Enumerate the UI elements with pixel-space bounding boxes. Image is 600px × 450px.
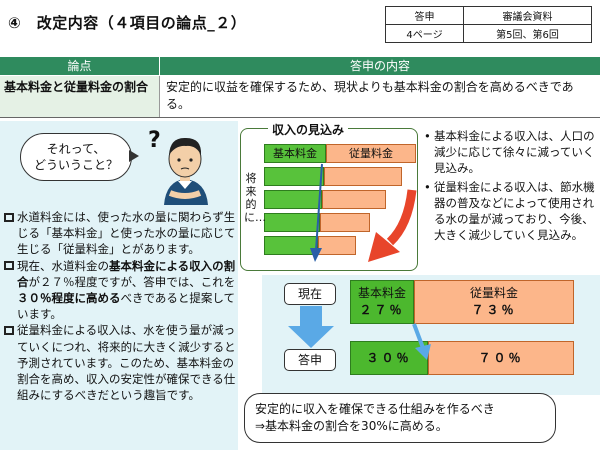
volume-fee-bar — [320, 213, 370, 232]
emphasis: 基本料金による収入の割合 — [17, 258, 236, 289]
volume-fee-bar — [322, 190, 386, 209]
proposal-basic-pct: ３０％ — [366, 351, 412, 365]
text-part: 現在、水道料金の — [17, 258, 109, 273]
bubble-tail — [129, 150, 139, 162]
explanation-panel: それって、 どういうこと？ ? 水道料金には、使った水の量に関わらず生じる「基本… — [0, 121, 238, 450]
speech-bubble: それって、 どういうこと？ — [20, 133, 132, 181]
current-volume-pct: ７３％ — [471, 303, 517, 317]
volume-fee-label: 従量料金 — [349, 147, 393, 160]
revenue-forecast-title: 収入の見込み — [268, 121, 349, 138]
proposal-basic-bar: ３０％ — [350, 341, 428, 375]
summary-line: 安定的に収入を確保できる仕組みを作るべき — [255, 402, 495, 416]
basic-fee-label: 基本料金 — [357, 286, 406, 300]
current-basic-bar: 基本料金 ２７％ — [350, 280, 414, 324]
content-cell: 安定的に収益を確保するため、現状よりも基本料金の割合を高めるべきである。 — [166, 80, 574, 111]
down-arrow-icon — [288, 306, 334, 348]
volume-fee-label: 従量料金 — [469, 286, 518, 300]
bullet-dot-icon: • — [424, 179, 431, 194]
ref-cell: 審議会資料 — [463, 6, 592, 25]
summary-box: 安定的に収入を確保できる仕組みを作るべき ⇒基本料金の割合を30%に高める。 — [244, 393, 556, 443]
basic-fee-bar — [264, 213, 320, 232]
shift-arrow-icon — [412, 323, 431, 360]
header-issue: 論点 — [0, 57, 160, 75]
bullet-text: 現在、水道料金の基本料金による収入の割合が２７％程度ですが、答申では、これを ３０… — [17, 258, 236, 323]
current-label: 現在 — [284, 283, 336, 305]
bullet-text: 従量料金による収入は、水を使う量が減っていくにつれ、将来的に大きく減少すると予測… — [17, 323, 236, 403]
checkbox-bullet-icon — [4, 325, 14, 335]
basic-fee-label: 基本料金 — [273, 147, 317, 160]
volume-fee-bar — [318, 236, 356, 255]
issue-table-header: 論点 答申の内容 — [0, 57, 600, 75]
basic-fee-bar — [264, 167, 324, 186]
header-content: 答申の内容 — [349, 59, 410, 73]
bubble-line: それって、 — [46, 142, 106, 156]
current-volume-bar: 従量料金 ７３％ — [414, 280, 574, 324]
issue-table-row: 基本料金と従量料金の割合 安定的に収益を確保するため、現状よりも基本料金の割合を… — [0, 76, 600, 118]
checkbox-bullet-icon — [4, 261, 14, 271]
list-item: • 従量料金による収入は、節水機器の普及などによって使用される水の量が減っており… — [424, 179, 600, 244]
list-item: 水道料金には、使った水の量に関わらず生じる「基本料金」と使った水の量に応じて生じ… — [4, 209, 236, 258]
basic-fee-bar: 基本料金 — [264, 144, 326, 163]
list-item: • 基本料金による収入は、人口の減少に応じて徐々に減っていく見込み。 — [424, 128, 600, 177]
proposal-label: 答申 — [284, 349, 336, 371]
emphasis: ３０％程度に高める — [17, 291, 121, 306]
basic-fee-bar — [264, 236, 318, 255]
volume-fee-bar — [324, 167, 402, 186]
ref-cell: 第5回、第6回 — [463, 24, 592, 43]
basic-fee-bar — [264, 190, 322, 209]
checkbox-bullet-icon — [4, 212, 14, 222]
decrease-arrows-icon — [310, 163, 417, 262]
list-item: 従量料金による収入は、水を使う量が減っていくにつれ、将来的に大きく減少すると予測… — [4, 322, 236, 403]
text-part: べきであると提案しています。 — [17, 291, 236, 322]
list-item: 現在、水道料金の基本料金による収入の割合が２７％程度ですが、答申では、これを ３０… — [4, 258, 236, 323]
ref-cell: 答申 — [385, 6, 464, 25]
ref-cell: 4ページ — [385, 24, 464, 43]
volume-fee-bar: 従量料金 — [326, 144, 416, 163]
reference-table: 答申 審議会資料 4ページ 第5回、第6回 — [385, 6, 592, 43]
page-title: ④ 改定内容（４項目の論点_２） — [8, 14, 247, 32]
proposal-volume-bar: ７０％ — [428, 341, 574, 375]
bullet-dot-icon: • — [424, 129, 431, 143]
forecast-notes: • 基本料金による収入は、人口の減少に応じて徐々に減っていく見込み。 • 従量料… — [424, 128, 600, 243]
current-basic-pct: ２７％ — [359, 303, 405, 317]
text-part: が２７％程度ですが、答申では、これを — [28, 274, 236, 289]
note-text: 基本料金による収入は、人口の減少に応じて徐々に減っていく見込み。 — [434, 129, 595, 176]
proposal-volume-pct: ７０％ — [478, 351, 524, 365]
bubble-line: どういうこと？ — [33, 158, 118, 172]
bullet-text: 水道料金には、使った水の量に関わらず生じる「基本料金」と使った水の量に応じて生じ… — [17, 210, 236, 257]
explanation-bullets: 水道料金には、使った水の量に関わらず生じる「基本料金」と使った水の量に応じて生じ… — [4, 209, 236, 403]
summary-line: ⇒基本料金の割合を30%に高める。 — [255, 419, 448, 433]
thinking-person-icon: ? — [148, 128, 208, 205]
svg-text:?: ? — [148, 128, 161, 153]
note-text: 従量料金による収入は、節水機器の普及などによって使用される水の量が減っており、今… — [434, 179, 595, 243]
issue-cell: 基本料金と従量料金の割合 — [0, 76, 160, 117]
